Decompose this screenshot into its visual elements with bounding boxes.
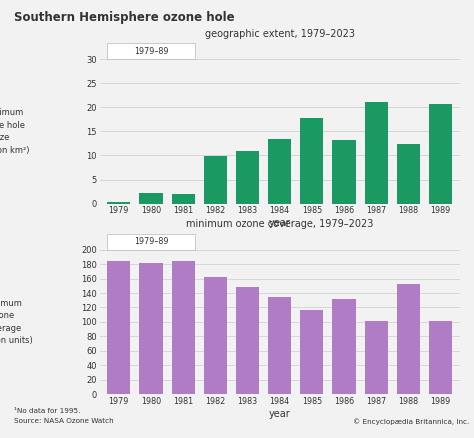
Title: minimum ozone coverage, 1979–2023: minimum ozone coverage, 1979–2023 (186, 219, 374, 230)
Title: geographic extent, 1979–2023: geographic extent, 1979–2023 (205, 29, 355, 39)
Bar (172, 261, 195, 394)
X-axis label: year: year (269, 409, 291, 419)
Text: Source: NASA Ozone Watch: Source: NASA Ozone Watch (14, 418, 114, 424)
Bar (172, 194, 195, 204)
Bar (429, 104, 452, 204)
Bar (107, 261, 130, 394)
Text: Southern Hemisphere ozone hole: Southern Hemisphere ozone hole (14, 11, 235, 24)
X-axis label: year: year (269, 218, 291, 228)
Bar (139, 263, 163, 394)
Bar (332, 140, 356, 204)
Text: © Encyclopædia Britannica, Inc.: © Encyclopædia Britannica, Inc. (353, 418, 469, 425)
Text: minimum
ozone
coverage
(Dobson units): minimum ozone coverage (Dobson units) (0, 299, 33, 345)
Bar (332, 299, 356, 394)
Bar (107, 202, 130, 204)
Bar (268, 297, 291, 394)
Bar (365, 102, 388, 204)
Text: maximum
ozone hole
size
(million km²): maximum ozone hole size (million km²) (0, 108, 29, 155)
Bar (397, 284, 420, 394)
Bar (397, 145, 420, 204)
Text: 1979–89: 1979–89 (134, 47, 168, 56)
Bar (365, 321, 388, 394)
FancyBboxPatch shape (107, 43, 195, 59)
Bar (204, 277, 227, 394)
Bar (300, 310, 323, 394)
Bar (236, 151, 259, 204)
FancyBboxPatch shape (107, 234, 195, 250)
Text: 1979–89: 1979–89 (134, 237, 168, 246)
Bar (300, 118, 323, 204)
Bar (139, 193, 163, 204)
Bar (268, 139, 291, 204)
Bar (204, 156, 227, 204)
Bar (236, 287, 259, 394)
Text: ¹No data for 1995.: ¹No data for 1995. (14, 408, 81, 414)
Bar (429, 321, 452, 394)
